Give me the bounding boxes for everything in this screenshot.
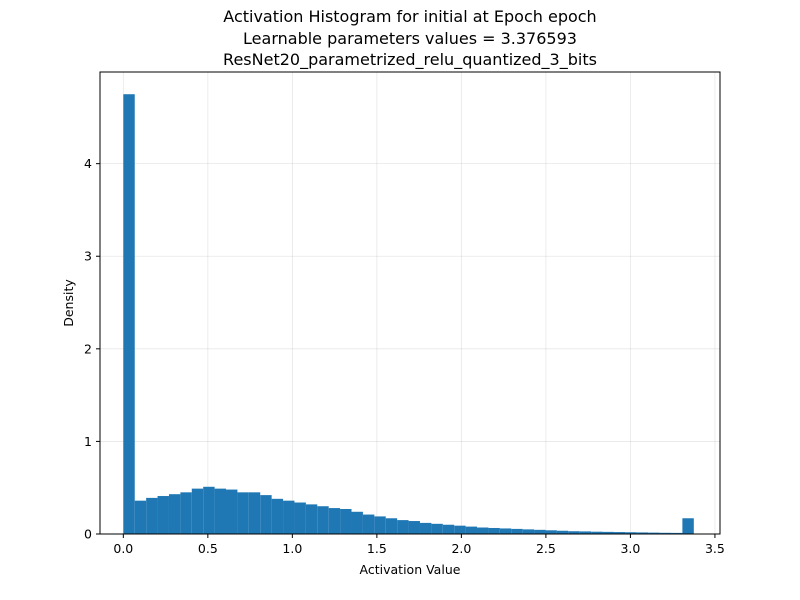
histogram-bar xyxy=(556,530,569,534)
histogram-bar xyxy=(488,527,500,534)
histogram-bar xyxy=(682,518,694,534)
histogram-bar xyxy=(670,532,683,534)
histogram-bar xyxy=(522,529,535,534)
histogram-bar xyxy=(328,508,341,534)
histogram-bar xyxy=(191,488,204,534)
histogram-bar xyxy=(659,532,671,534)
histogram-bar xyxy=(362,514,375,534)
histogram-bar xyxy=(214,488,227,534)
y-tick-label: 0 xyxy=(84,527,92,542)
x-tick-label: 2.5 xyxy=(536,541,556,556)
histogram-bar xyxy=(146,497,158,534)
histogram-bar xyxy=(248,492,261,534)
x-tick-label: 3.5 xyxy=(705,541,725,556)
histogram-bar xyxy=(260,495,272,534)
histogram-bar xyxy=(431,523,443,534)
histogram-bar xyxy=(180,492,192,534)
histogram-bar xyxy=(591,531,603,534)
plot-frame xyxy=(99,71,721,535)
histogram-bar xyxy=(168,494,181,534)
y-axis-ticks: 0 1 2 3 4 xyxy=(84,156,100,542)
y-tick-label: 4 xyxy=(84,156,92,171)
grid xyxy=(100,72,720,535)
x-axis-label: Activation Value xyxy=(360,562,461,577)
y-tick-label: 1 xyxy=(84,434,92,449)
histogram-bar xyxy=(123,94,135,534)
x-axis-ticks: 0.0 0.5 1.0 1.5 2.0 2.5 3.0 3.5 xyxy=(113,534,725,556)
chart-title-line-1: Activation Histogram for initial at Epoc… xyxy=(223,7,596,26)
histogram-bar xyxy=(351,511,363,534)
x-tick-label: 0.0 xyxy=(113,541,133,556)
histogram-bar xyxy=(374,516,386,534)
histogram-bar xyxy=(545,530,557,534)
histogram-bar xyxy=(294,502,306,534)
x-tick-label: 2.0 xyxy=(451,541,471,556)
y-tick-label: 3 xyxy=(84,249,92,264)
histogram-bar xyxy=(419,522,432,534)
histogram-bar xyxy=(568,531,580,534)
histogram-bar xyxy=(317,506,329,534)
histogram-bar xyxy=(237,492,249,534)
chart-title-line-3: ResNet20_parametrized_relu_quantized_3_b… xyxy=(223,50,597,70)
histogram-bar xyxy=(442,524,455,534)
y-tick-label: 2 xyxy=(84,341,92,356)
histogram-bar xyxy=(602,531,614,534)
histogram-bar xyxy=(579,531,592,534)
histogram-bar xyxy=(203,486,215,534)
histogram-bar xyxy=(648,532,660,534)
histogram-bar xyxy=(625,532,637,534)
histogram-bar xyxy=(226,489,238,534)
histogram-bar xyxy=(340,509,352,534)
chart-title-line-2: Learnable parameters values = 3.376593 xyxy=(243,29,577,48)
histogram-bar xyxy=(408,521,420,534)
histogram-bar xyxy=(283,500,295,534)
histogram-bar xyxy=(271,498,284,534)
histogram-bar xyxy=(134,500,147,534)
histogram-bar xyxy=(157,496,169,534)
histogram-bar xyxy=(636,532,649,534)
histogram-bar xyxy=(511,528,523,534)
histogram-bar xyxy=(397,520,409,534)
x-tick-label: 3.0 xyxy=(620,541,640,556)
histogram-bar xyxy=(613,532,626,534)
histogram-bars xyxy=(123,94,694,534)
x-tick-label: 1.5 xyxy=(367,541,387,556)
histogram-bar xyxy=(534,529,546,534)
histogram-bar xyxy=(454,525,466,534)
histogram-bar xyxy=(385,518,398,534)
histogram-bar xyxy=(499,528,512,534)
x-tick-label: 0.5 xyxy=(198,541,218,556)
histogram-bar xyxy=(477,527,489,534)
histogram-bar xyxy=(465,526,478,534)
x-tick-label: 1.0 xyxy=(282,541,302,556)
y-axis-label: Density xyxy=(61,279,76,327)
histogram-bar xyxy=(305,504,318,534)
